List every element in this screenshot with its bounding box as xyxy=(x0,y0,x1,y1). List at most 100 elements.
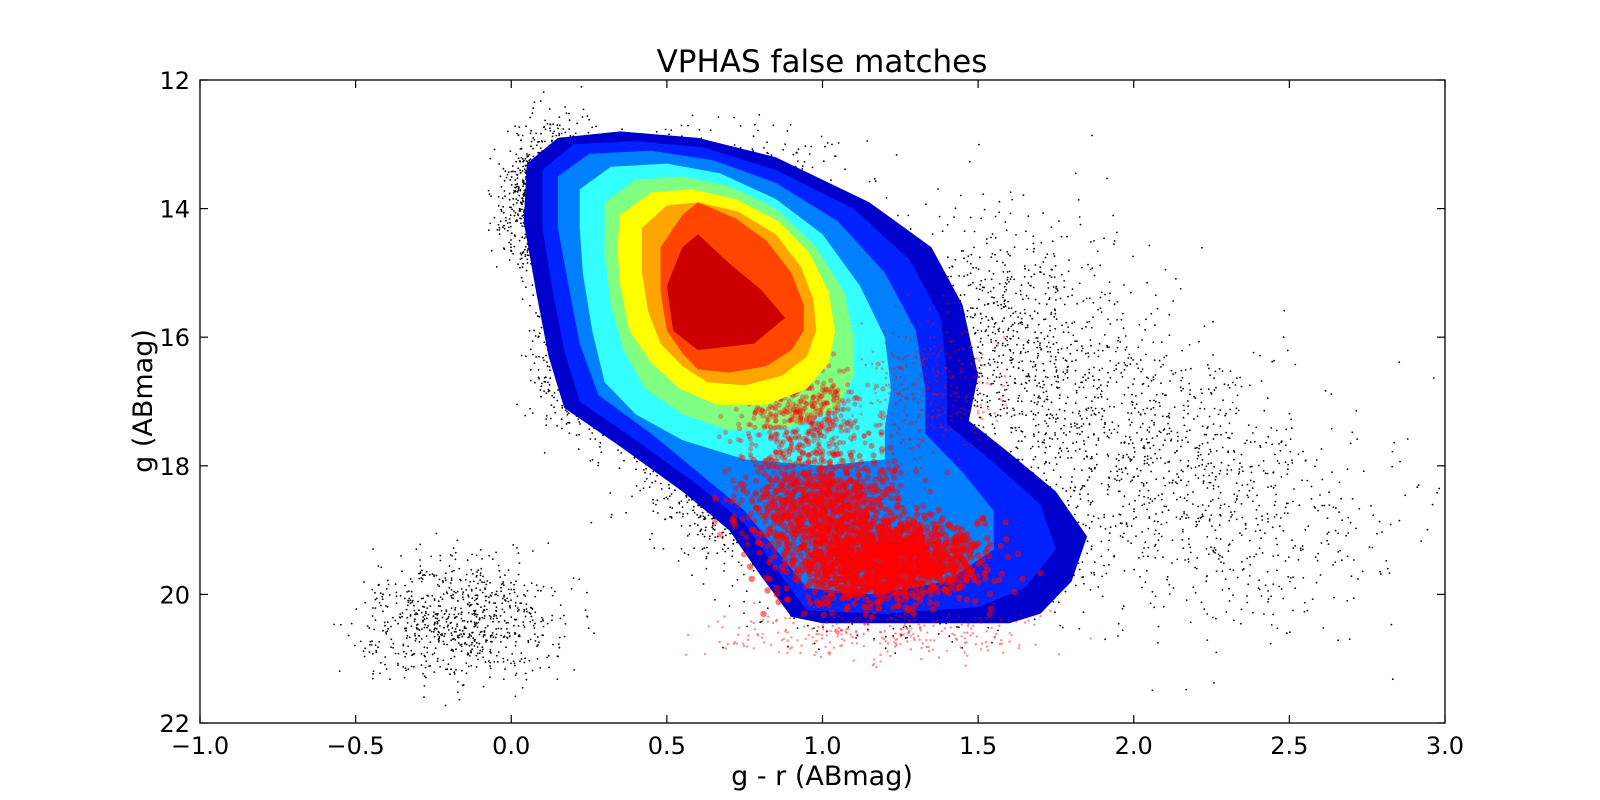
background-point xyxy=(904,637,907,640)
background-point xyxy=(686,512,689,515)
background-point xyxy=(576,122,578,125)
background-point xyxy=(526,251,529,253)
background-point xyxy=(521,225,524,227)
background-point xyxy=(543,359,545,362)
background-point xyxy=(705,555,708,558)
background-point xyxy=(669,506,671,509)
background-point xyxy=(722,531,725,534)
background-point xyxy=(545,415,548,417)
background-point xyxy=(597,464,600,467)
background-point xyxy=(600,451,603,454)
background-point xyxy=(599,446,601,448)
background-point xyxy=(517,167,520,170)
background-point xyxy=(520,139,522,142)
background-point xyxy=(531,340,534,342)
background-point xyxy=(490,249,493,252)
background-point xyxy=(560,418,563,420)
background-point xyxy=(649,473,652,475)
background-point xyxy=(566,410,568,413)
background-point xyxy=(516,174,519,176)
background-point xyxy=(516,403,518,406)
background-point xyxy=(521,170,524,172)
background-point xyxy=(519,252,522,255)
background-point xyxy=(653,547,656,549)
background-point xyxy=(591,126,594,129)
background-point xyxy=(693,511,696,514)
background-point xyxy=(591,432,594,434)
background-point xyxy=(512,252,514,255)
background-point xyxy=(553,130,556,133)
background-point xyxy=(568,119,571,122)
background-point xyxy=(707,552,710,555)
background-point xyxy=(553,392,556,394)
background-point xyxy=(1059,624,1061,627)
background-point xyxy=(588,118,590,121)
background-point xyxy=(569,134,572,137)
background-point xyxy=(528,329,531,332)
background-point xyxy=(518,239,521,242)
background-point xyxy=(723,570,725,572)
background-point xyxy=(529,379,532,382)
background-point xyxy=(546,361,548,363)
background-point xyxy=(519,172,522,174)
background-point xyxy=(577,448,580,450)
background-point xyxy=(545,392,548,395)
background-point xyxy=(642,487,645,490)
background-point xyxy=(521,257,523,260)
background-point xyxy=(892,635,895,637)
background-point xyxy=(1082,523,1085,526)
background-point xyxy=(524,414,527,417)
background-point xyxy=(697,516,700,519)
background-point xyxy=(533,139,536,141)
background-point xyxy=(523,191,526,194)
background-point xyxy=(855,637,857,639)
background-point xyxy=(537,315,539,318)
background-point xyxy=(509,214,512,217)
background-point xyxy=(524,253,527,256)
background-point xyxy=(1075,584,1077,587)
background-point xyxy=(510,232,513,235)
background-point xyxy=(816,630,819,632)
background-point xyxy=(531,353,534,356)
background-point xyxy=(522,165,524,168)
background-point xyxy=(534,335,537,337)
background-point xyxy=(909,625,911,627)
background-point xyxy=(518,194,521,197)
background-point xyxy=(513,214,516,217)
background-point xyxy=(685,496,688,498)
background-point xyxy=(524,233,527,236)
background-point xyxy=(723,543,726,546)
background-point xyxy=(704,526,707,529)
background-point xyxy=(499,220,502,223)
background-point xyxy=(500,186,503,188)
background-point xyxy=(575,434,578,436)
background-point xyxy=(495,266,498,268)
background-point xyxy=(503,224,505,227)
background-point xyxy=(520,276,523,279)
background-point xyxy=(537,369,540,371)
background-point xyxy=(539,100,542,102)
background-point xyxy=(712,528,715,530)
background-point xyxy=(711,524,714,527)
background-point xyxy=(513,210,515,212)
background-point xyxy=(529,407,531,410)
background-point xyxy=(529,116,531,119)
background-point xyxy=(532,294,535,296)
background-point xyxy=(524,245,527,248)
background-point xyxy=(564,106,566,108)
background-point xyxy=(645,467,647,470)
background-point xyxy=(518,126,521,128)
background-point xyxy=(506,222,509,225)
background-point xyxy=(723,562,726,565)
background-point xyxy=(732,542,735,545)
background-point xyxy=(535,132,537,135)
background-point xyxy=(704,529,707,532)
background-point xyxy=(509,150,512,153)
background-point xyxy=(516,185,518,188)
background-point xyxy=(655,503,657,506)
background-point xyxy=(540,395,542,398)
background-point xyxy=(680,548,683,550)
background-point xyxy=(553,396,555,399)
background-point xyxy=(520,156,523,159)
background-point xyxy=(549,123,552,126)
